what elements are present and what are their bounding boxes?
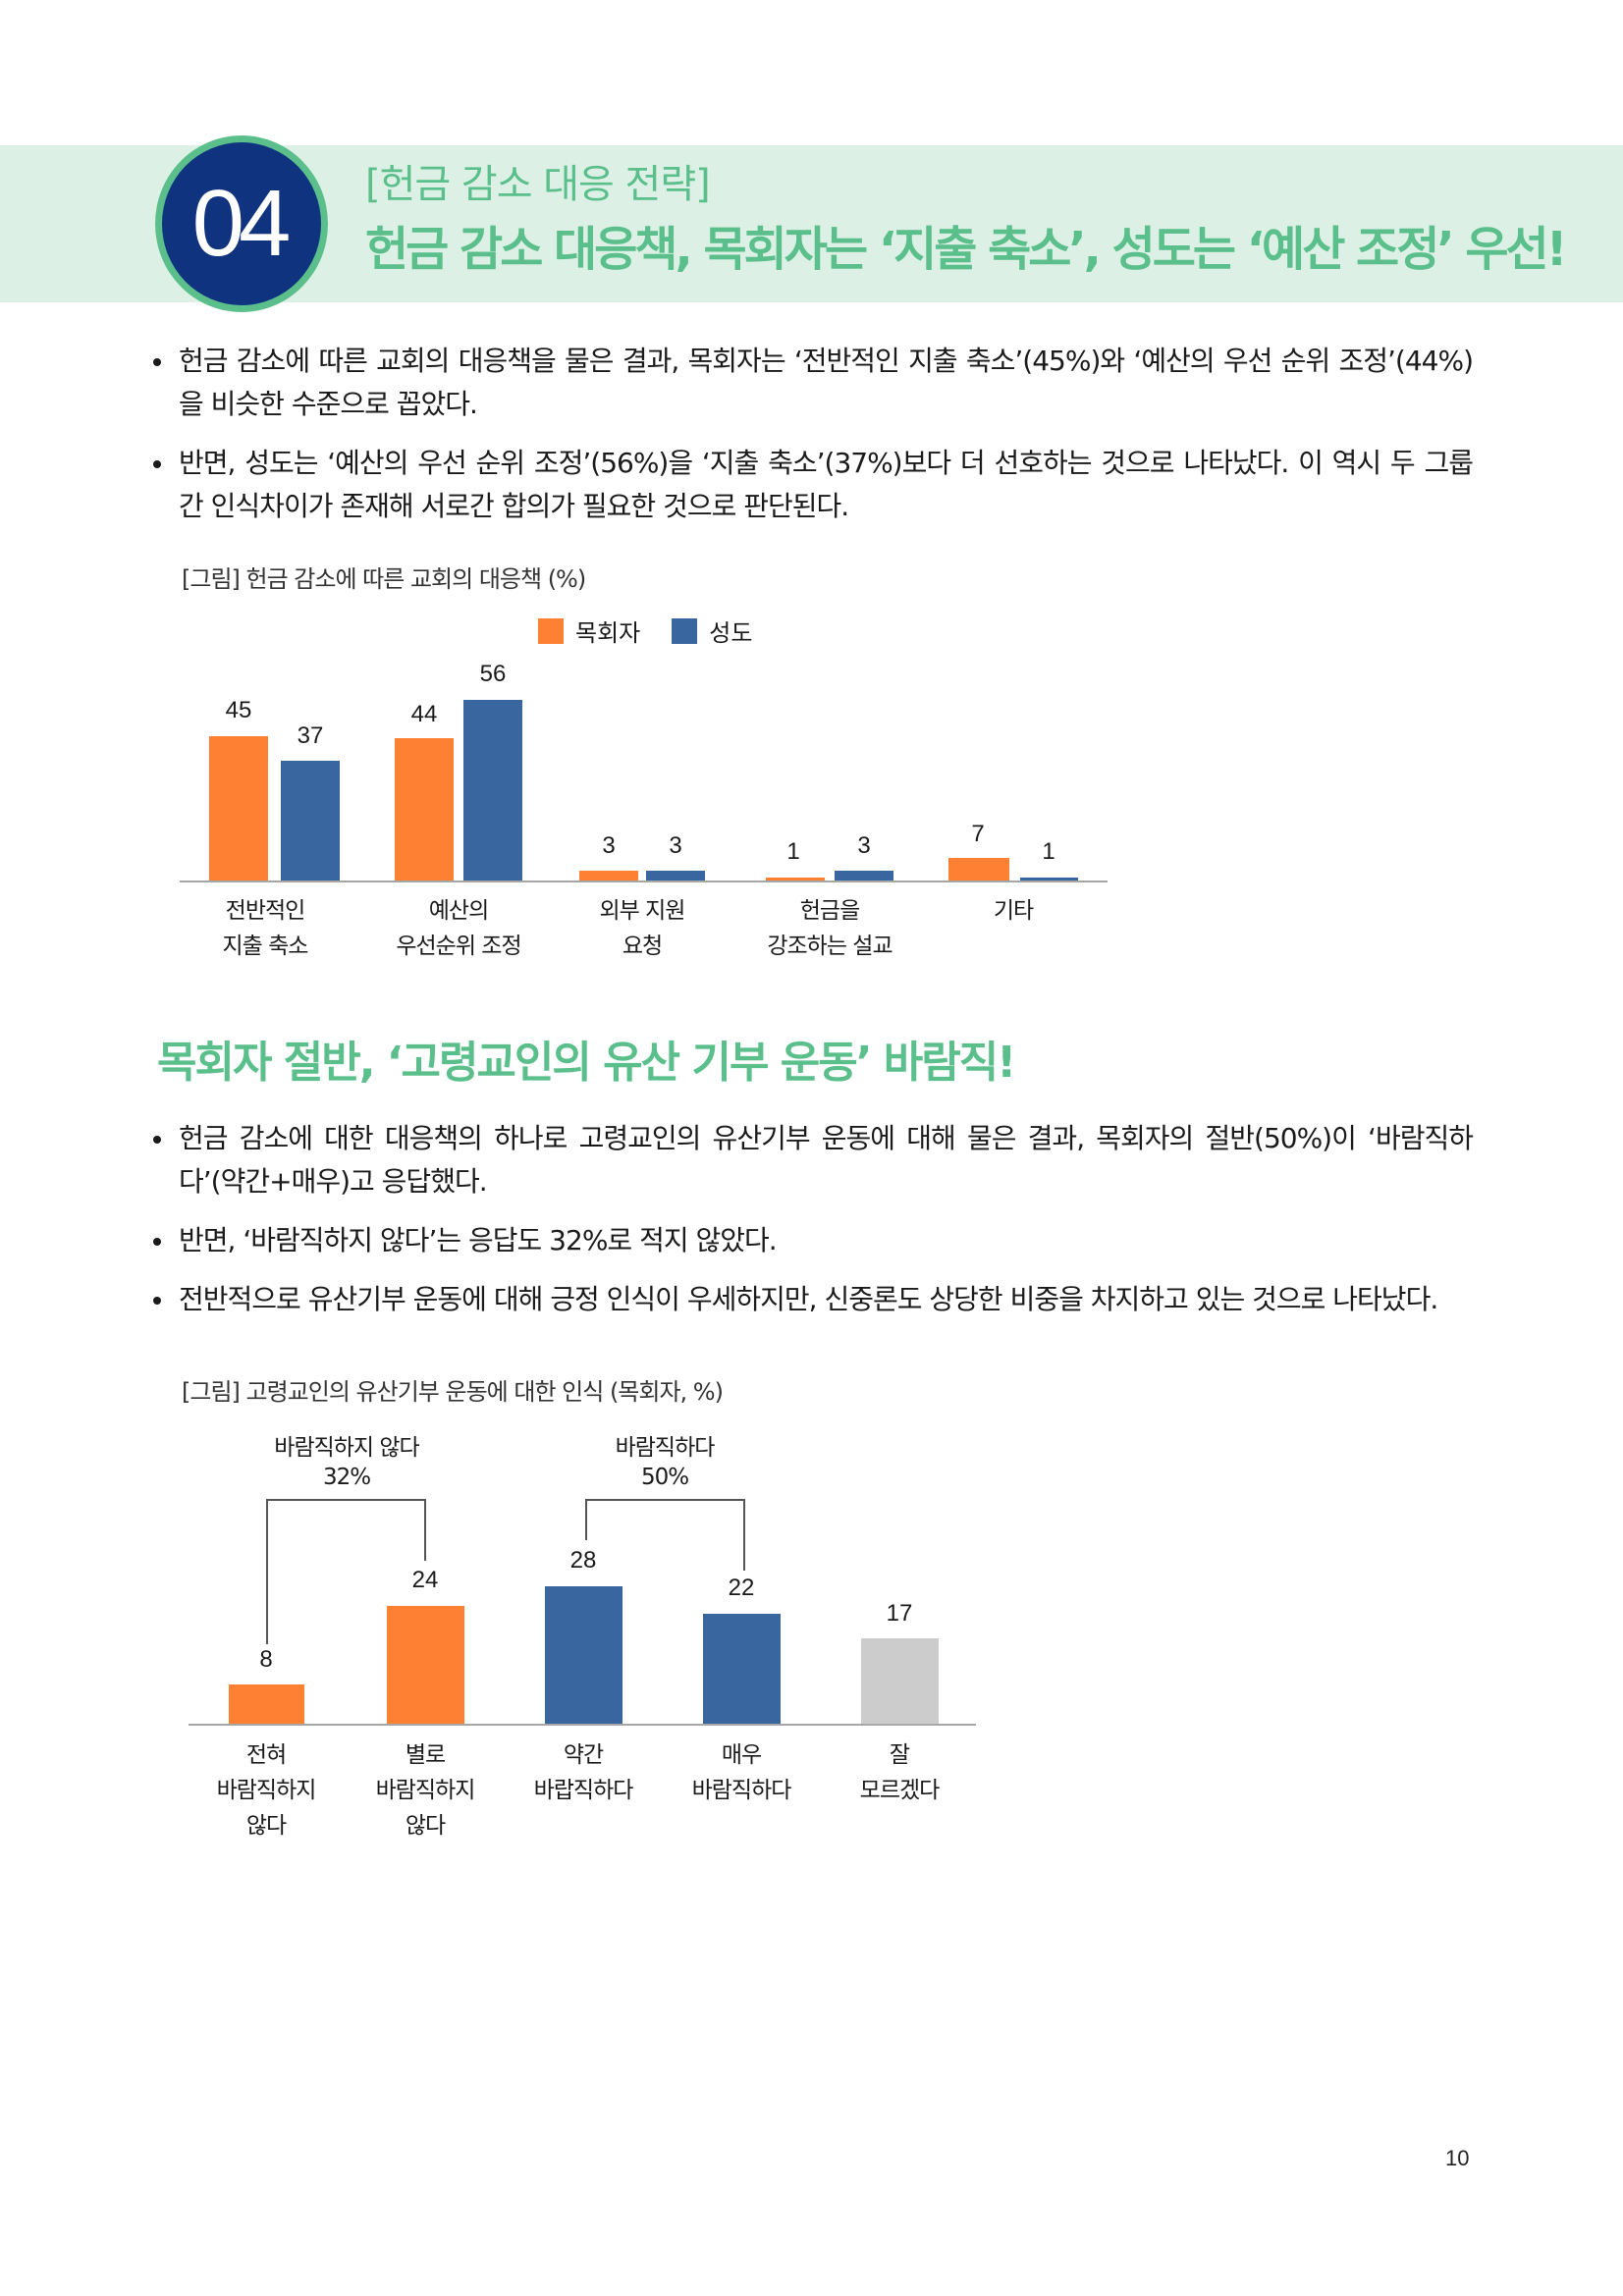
bar-pastor — [766, 878, 825, 881]
bar-not-very — [387, 1606, 464, 1724]
category-label: 헌금을 강조하는 설교 — [731, 893, 928, 964]
section1-bullets: 헌금 감소에 따른 교회의 대응책을 물은 결과, 목회자는 ‘전반적인 지출 … — [147, 340, 1474, 544]
chart-legend: 목회자 성도 — [538, 614, 774, 648]
bullet-item: 반면, ‘바람직하지 않다’는 응답도 32%로 적지 않았다. — [147, 1219, 1473, 1262]
category-line: 약간 — [563, 1742, 604, 1768]
legend-label: 성도 — [709, 619, 753, 647]
section-number-badge: 04 — [155, 135, 328, 312]
category-line: 헌금을 — [799, 898, 860, 924]
bar-value: 1 — [786, 838, 800, 865]
bar-value: 3 — [669, 832, 682, 859]
bar-somewhat — [545, 1586, 622, 1724]
category-line: 바람직하지 — [375, 1778, 476, 1803]
bar-member — [646, 871, 705, 881]
category-label: 예산의 우선순위 조정 — [360, 893, 557, 964]
category-line: 기타 — [993, 898, 1034, 924]
category-line: 바람직하지 — [216, 1778, 317, 1803]
section-title: 헌금 감소 대응책, 목회자는 ‘지출 축소’, 성도는 ‘예산 조정’ 우선! — [365, 222, 1568, 277]
category-label: 약간 바랍직하다 — [485, 1737, 681, 1808]
bar-value: 24 — [411, 1567, 439, 1593]
category-label: 전혀 바람직하지 않다 — [168, 1737, 364, 1843]
bar-member — [463, 700, 522, 881]
bar-very — [703, 1614, 781, 1724]
bar-value: 28 — [569, 1547, 597, 1574]
bullet-item: 헌금 감소에 따른 교회의 대응책을 물은 결과, 목회자는 ‘전반적인 지출 … — [147, 340, 1474, 426]
category-label: 전반적인 지출 축소 — [167, 893, 363, 964]
bar-pastor — [395, 738, 454, 881]
bracket-value: 32% — [322, 1465, 371, 1490]
bracket-value: 50% — [640, 1465, 689, 1490]
bracket-label-positive: 바람직하다 50% — [557, 1433, 773, 1492]
category-label: 기타 — [915, 893, 1111, 929]
page-number: 10 — [1445, 2146, 1470, 2170]
legend-item-member: 성도 — [672, 614, 752, 648]
bar-pastor — [948, 858, 1009, 881]
bar-value: 1 — [1042, 838, 1055, 865]
category-line: 지출 축소 — [222, 934, 309, 959]
category-label: 별로 바람직하지 않다 — [327, 1737, 523, 1843]
section2-title: 목회자 절반, ‘고령교인의 유산 기부 운동’ 바람직! — [157, 1038, 1016, 1088]
category-line: 강조하는 설교 — [767, 934, 893, 959]
bar-pastor — [579, 871, 638, 881]
bar-member — [281, 761, 340, 881]
category-line: 예산의 — [428, 898, 489, 924]
bar-not-at-all — [229, 1684, 304, 1724]
bar-value: 56 — [479, 661, 507, 687]
legend-item-pastor: 목회자 — [538, 614, 640, 648]
figure-caption: [그림] 고령교인의 유산기부 운동에 대한 인식 (목회자, %) — [182, 1378, 724, 1406]
x-axis — [189, 1724, 976, 1726]
legend-swatch-orange — [538, 617, 564, 644]
category-line: 않다 — [405, 1813, 446, 1839]
bracket-label-negative: 바람직하지 않다 32% — [239, 1433, 455, 1492]
legend-swatch-blue — [672, 617, 698, 644]
bracket-line — [585, 1499, 745, 1501]
category-line: 별로 — [405, 1742, 446, 1768]
category-label: 매우 바람직하다 — [643, 1737, 839, 1808]
bar-member — [1020, 878, 1078, 881]
bracket-line — [266, 1499, 426, 1501]
bar-value: 45 — [225, 697, 252, 723]
category-line: 모르겠다 — [859, 1778, 941, 1803]
bracket-line — [266, 1499, 268, 1644]
bar-value: 8 — [259, 1646, 273, 1673]
section-number: 04 — [191, 171, 292, 276]
bracket-line — [743, 1499, 745, 1571]
bar-value: 7 — [971, 821, 985, 847]
bracket-line — [424, 1499, 426, 1561]
section-subtitle: [헌금 감소 대응 전략] — [365, 162, 711, 207]
section2-bullets: 헌금 감소에 대한 대응책의 하나로 고령교인의 유산기부 운동에 대해 물은 … — [147, 1117, 1474, 1337]
category-line: 요청 — [622, 934, 663, 959]
figure-caption: [그림] 헌금 감소에 따른 교회의 대응책 (%) — [182, 565, 586, 593]
bracket-text: 바람직하지 않다 — [274, 1435, 419, 1461]
legend-label: 목회자 — [575, 619, 641, 647]
bar-dont-know — [861, 1638, 939, 1724]
x-axis — [180, 881, 1108, 882]
category-line: 우선순위 조정 — [396, 934, 521, 959]
bar-value: 3 — [857, 832, 871, 859]
bullet-item: 헌금 감소에 대한 대응책의 하나로 고령교인의 유산기부 운동에 대해 물은 … — [147, 1117, 1474, 1203]
bar-value: 44 — [410, 701, 438, 727]
bar-value: 3 — [602, 832, 616, 859]
category-line: 외부 지원 — [599, 898, 686, 924]
category-line: 매우 — [721, 1742, 762, 1768]
bar-pastor — [209, 736, 268, 881]
bracket-line — [585, 1499, 587, 1540]
category-line: 전혀 — [245, 1742, 287, 1768]
bullet-item: 반면, 성도는 ‘예산의 우선 순위 조정’(56%)을 ‘지출 축소’(37%… — [147, 442, 1474, 528]
category-line: 바람직하다 — [691, 1778, 792, 1803]
category-label: 잘 모르겠다 — [801, 1737, 998, 1808]
category-line: 바랍직하다 — [533, 1778, 634, 1803]
category-line: 전반적인 — [225, 898, 306, 924]
bar-member — [835, 871, 893, 881]
category-line: 않다 — [245, 1813, 287, 1839]
category-label: 외부 지원 요청 — [544, 893, 740, 964]
bullet-item: 전반적으로 유산기부 운동에 대해 긍정 인식이 우세하지만, 신중론도 상당한… — [147, 1278, 1473, 1321]
bar-value: 37 — [297, 722, 324, 749]
category-line: 잘 — [889, 1742, 910, 1768]
bar-value: 22 — [728, 1575, 755, 1601]
bar-value: 17 — [886, 1600, 913, 1627]
bracket-text: 바람직하다 — [615, 1435, 716, 1461]
